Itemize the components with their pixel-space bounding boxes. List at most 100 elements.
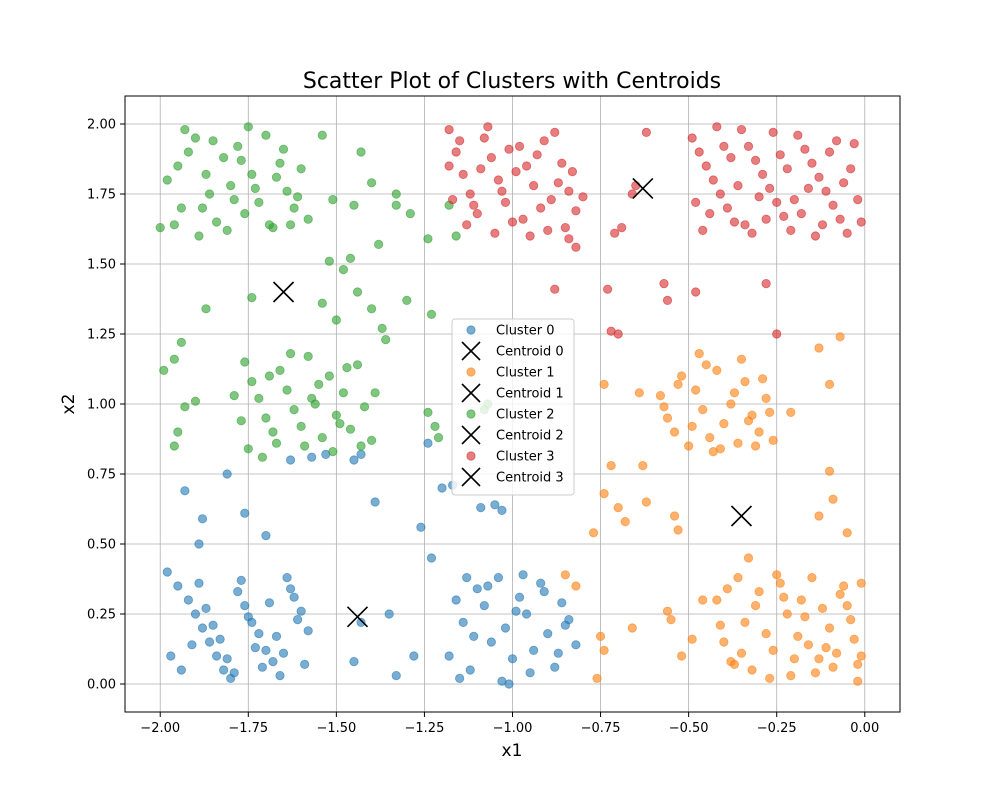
cluster-0-point <box>553 648 563 658</box>
cluster-3-point <box>490 228 500 238</box>
cluster-1-point <box>789 654 799 664</box>
cluster-0-point <box>455 673 465 684</box>
cluster-1-point <box>835 589 845 600</box>
cluster-0-point <box>229 668 239 678</box>
cluster-1-point <box>641 497 651 507</box>
cluster-1-point <box>814 654 824 664</box>
cluster-3-point <box>659 278 669 289</box>
legend-label: Cluster 2 <box>496 408 555 423</box>
cluster-0-point <box>285 455 296 465</box>
cluster-1-point <box>768 435 778 445</box>
cluster-0-point <box>416 522 426 532</box>
cluster-0-point <box>391 670 401 681</box>
cluster-3-point <box>567 167 577 177</box>
cluster-0-point <box>409 651 419 661</box>
cluster-3-point <box>662 295 673 305</box>
cluster-0-point <box>254 628 264 639</box>
cluster-2-point <box>303 351 313 361</box>
cluster-0-point <box>261 645 271 656</box>
cluster-3-point <box>497 186 507 196</box>
cluster-0-point <box>194 539 204 549</box>
cluster-1-point <box>831 648 842 658</box>
cluster-3-point <box>814 172 824 182</box>
cluster-3-point <box>511 167 521 177</box>
y-tick-label: 0.25 <box>87 608 116 623</box>
legend-marker-x <box>461 467 481 487</box>
y-tick-label: 0.75 <box>87 468 116 483</box>
cluster-1-point <box>743 416 754 426</box>
cluster-0-point <box>384 609 394 619</box>
cluster-2-point <box>370 388 380 398</box>
cluster-2-point <box>233 141 243 151</box>
cluster-3-point <box>754 192 764 202</box>
cluster-2-point <box>331 315 341 325</box>
cluster-2-point <box>201 304 211 314</box>
cluster-2-point <box>381 334 391 345</box>
cluster-0-point <box>268 656 278 667</box>
cluster-3-point <box>705 209 715 219</box>
cluster-2-point <box>342 362 352 373</box>
legend-label: Cluster 3 <box>496 450 555 465</box>
cluster-0-point <box>472 584 482 594</box>
cluster-3-point <box>564 186 574 196</box>
cluster-0-point <box>183 595 194 605</box>
cluster-3-point <box>613 329 623 339</box>
cluster-1-point <box>772 570 782 580</box>
cluster-1-point <box>662 413 673 423</box>
cluster-3-point <box>828 200 838 210</box>
cluster-2-point <box>335 418 345 429</box>
cluster-2-point <box>352 360 363 370</box>
cluster-0-point <box>444 651 454 661</box>
cluster-2-point <box>328 446 338 457</box>
cluster-2-point <box>275 158 285 168</box>
cluster-1-point <box>733 438 743 448</box>
x-tick-label: −2.00 <box>140 721 180 736</box>
cluster-2-point <box>176 203 186 213</box>
cluster-1-point <box>796 595 806 605</box>
cluster-0-point <box>349 455 359 465</box>
cluster-2-point <box>356 147 366 157</box>
centroid-marker-3 <box>632 177 654 199</box>
cluster-0-point <box>458 617 468 628</box>
cluster-1-point <box>722 584 732 594</box>
cluster-2-point <box>236 155 246 165</box>
cluster-3-point <box>451 147 461 157</box>
cluster-3-point <box>553 178 563 188</box>
cluster-2-point <box>282 385 292 395</box>
cluster-1-point <box>786 670 796 681</box>
cluster-2-point <box>349 200 359 210</box>
cluster-0-point <box>204 637 215 647</box>
cluster-0-point <box>285 584 296 594</box>
legend-marker-x <box>461 425 481 445</box>
legend-label: Centroid 3 <box>496 471 564 486</box>
cluster-3-point <box>532 150 542 160</box>
cluster-2-point <box>405 209 415 219</box>
cluster-1-point <box>750 600 761 611</box>
cluster-3-point <box>786 225 796 235</box>
cluster-1-point <box>592 673 602 684</box>
cluster-1-point <box>736 648 747 658</box>
cluster-2-point <box>204 189 215 199</box>
cluster-0-point <box>370 497 380 507</box>
cluster-1-point <box>821 642 831 653</box>
cluster-0-point <box>219 665 229 675</box>
centroid-marker-0 <box>346 606 369 628</box>
cluster-1-point <box>768 645 778 656</box>
cluster-1-point <box>662 606 673 616</box>
cluster-1-point <box>846 614 856 625</box>
cluster-2-point <box>345 253 356 263</box>
cluster-2-point <box>211 217 222 227</box>
cluster-0-point <box>197 514 208 524</box>
legend-label: Centroid 2 <box>496 429 564 444</box>
points-layer <box>155 122 866 689</box>
cluster-3-point <box>550 284 560 294</box>
cluster-1-point <box>761 393 771 403</box>
cluster-0-point <box>222 469 232 479</box>
cluster-0-point <box>557 598 567 608</box>
cluster-2-point <box>275 365 285 375</box>
cluster-1-point <box>729 659 740 670</box>
cluster-2-point <box>359 402 370 412</box>
cluster-1-point <box>599 379 609 389</box>
cluster-1-point <box>853 659 863 670</box>
